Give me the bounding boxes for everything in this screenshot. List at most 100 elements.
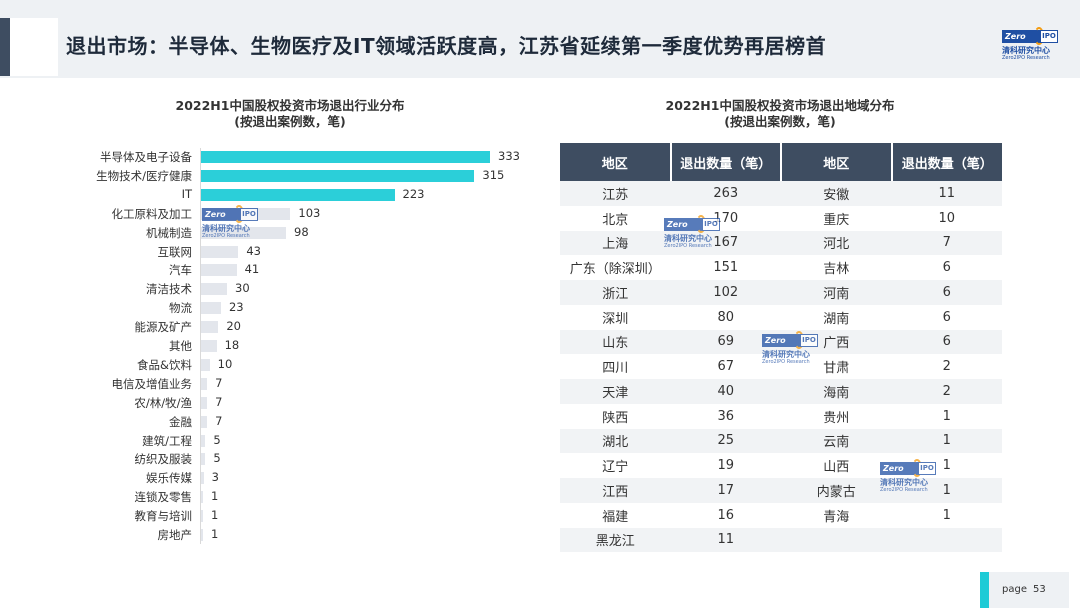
bar-category-label: 电信及增值业务 <box>111 376 193 391</box>
page-number-box <box>989 572 1069 608</box>
watermark-logo-chart: Zero IPO 清科研究中心 Zero2IPO Research <box>202 205 258 242</box>
page-accent-bar <box>980 572 989 608</box>
page-number: 53 <box>1033 584 1046 595</box>
count-cell: 17 <box>670 478 781 503</box>
industry-chart-subtitle: (按退出案例数，笔) <box>234 114 346 129</box>
logo-zero-text: Zero <box>1002 30 1040 43</box>
bar <box>201 302 221 315</box>
region-cell: 上海 <box>560 230 671 256</box>
count-cell: 7 <box>891 230 1002 256</box>
logo-en-text: Zero2IPO Research <box>762 359 810 365</box>
column-header: 地区 <box>781 143 893 181</box>
bar-category-label: 生物技术/医疗健康 <box>96 168 192 183</box>
bar <box>201 491 203 504</box>
region-cell: 青海 <box>781 502 892 528</box>
bar <box>201 529 203 541</box>
bar-category-label: 金融 <box>169 414 192 429</box>
bar-category-label: 食品&饮料 <box>137 357 192 372</box>
region-cell: 安徽 <box>781 181 892 206</box>
count-cell: 80 <box>670 304 781 330</box>
column-header: 地区 <box>560 143 672 181</box>
watermark-logo-table-2: Zero IPO 清科研究中心 Zero2IPO Research <box>762 331 818 368</box>
bar-value-label: 43 <box>246 243 261 258</box>
count-cell: 11 <box>670 527 781 553</box>
logo-zero-text: Zero <box>880 462 918 475</box>
logo-cn-text: 清科研究中心 <box>880 478 928 487</box>
bar-value-label: 98 <box>294 224 309 239</box>
table-row: 深圳 80 湖南 6 <box>560 304 1002 330</box>
bar-category-label: 农/林/牧/渔 <box>134 395 192 410</box>
bar-category-label: 连锁及零售 <box>134 490 193 505</box>
count-cell: 1 <box>891 428 1002 454</box>
region-table-title: 2022H1中国股权投资市场退出地域分布 <box>665 98 895 113</box>
logo-ipo-text: IPO <box>918 462 936 475</box>
table-row: 湖北 25 云南 1 <box>560 428 1002 454</box>
count-cell: 263 <box>670 181 781 206</box>
count-cell: 36 <box>670 403 781 429</box>
title-accent-bar <box>0 18 10 76</box>
bar <box>201 340 217 352</box>
bar-value-label: 1 <box>211 527 219 541</box>
industry-chart-heading: 2022H1中国股权投资市场退出行业分布 (按退出案例数，笔) <box>120 98 460 130</box>
count-cell: 151 <box>670 255 781 280</box>
bar-category-label: 纺织及服装 <box>134 452 193 467</box>
bar <box>201 188 395 201</box>
bar-chart-axis <box>200 148 201 544</box>
bar <box>201 169 475 182</box>
column-header: 退出数量（笔） <box>891 143 1002 181</box>
bar <box>201 510 203 523</box>
bar-category-label: 化工原料及加工 <box>111 206 193 221</box>
bar <box>201 434 206 447</box>
table-row: 浙江 102 河南 6 <box>560 280 1002 305</box>
logo-en-text: Zero2IPO Research <box>202 233 250 239</box>
bar-value-label: 7 <box>215 375 223 390</box>
region-cell: 陕西 <box>560 403 671 429</box>
count-cell: 10 <box>891 205 1002 231</box>
table-row: 江苏 263 安徽 11 <box>560 181 1002 206</box>
count-cell: 1 <box>891 478 1002 503</box>
table-row: 福建 16 青海 1 <box>560 502 1002 528</box>
region-cell: 广东（除深圳） <box>560 255 671 280</box>
bar-value-label: 18 <box>224 338 240 352</box>
count-cell: 16 <box>670 502 781 528</box>
bar <box>201 245 239 258</box>
bar-category-label: 娱乐传媒 <box>146 471 192 486</box>
logo-cn-text: 清科研究中心 <box>664 234 712 243</box>
bar-value-label: 5 <box>213 451 221 466</box>
bar-category-label: 其他 <box>169 339 192 353</box>
region-cell: 吉林 <box>781 255 892 280</box>
page-title: 退出市场：半导体、生物医疗及IT领域活跃度高，江苏省延续第一季度优势再居榜首 <box>66 34 827 58</box>
region-cell: 北京 <box>560 205 671 231</box>
count-cell: 6 <box>891 280 1002 305</box>
bar-value-label: 41 <box>244 262 260 277</box>
bar-value-label: 10 <box>217 356 233 371</box>
title-white-block <box>10 18 58 76</box>
bar-value-label: 23 <box>228 300 244 315</box>
bar-value-label: 1 <box>211 489 219 504</box>
page-label: page <box>1002 584 1027 595</box>
region-cell: 甘肃 <box>781 354 892 379</box>
bar-category-label: 物流 <box>169 301 192 316</box>
bar-value-label: 3 <box>211 470 219 485</box>
region-cell: 内蒙古 <box>781 478 892 503</box>
logo-en-text: Zero2IPO Research <box>1002 55 1050 61</box>
table-row: 广东（除深圳） 151 吉林 6 <box>560 255 1002 280</box>
logo-cn-text: 清科研究中心 <box>202 224 250 233</box>
logo-ipo-text: IPO <box>702 218 720 231</box>
region-cell: 湖北 <box>560 428 671 454</box>
region-cell <box>781 527 892 553</box>
bar <box>201 415 208 428</box>
logo-cn-text: 清科研究中心 <box>1002 46 1050 55</box>
bar <box>201 396 208 409</box>
logo-zero-text: Zero <box>664 218 702 231</box>
region-cell: 四川 <box>560 354 671 379</box>
industry-chart-title: 2022H1中国股权投资市场退出行业分布 <box>175 98 405 113</box>
bar-value-label: 223 <box>402 186 425 201</box>
bar-category-label: 建筑/工程 <box>142 433 192 448</box>
bar-value-label: 315 <box>482 167 505 182</box>
table-row: 北京 170 重庆 10 <box>560 205 1002 231</box>
table-header-row: 地区 退出数量（笔） 地区 退出数量（笔） <box>560 143 1002 181</box>
count-cell: 167 <box>670 230 781 256</box>
region-table-subtitle: (按退出案例数，笔) <box>724 114 836 129</box>
count-cell: 6 <box>891 304 1002 330</box>
